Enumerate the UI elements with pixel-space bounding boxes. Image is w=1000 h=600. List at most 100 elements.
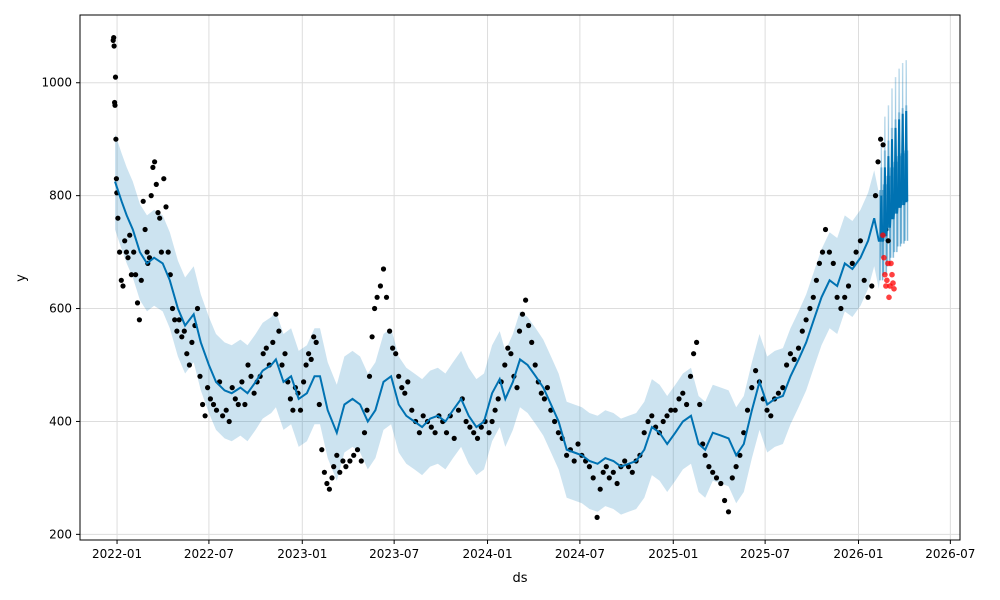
- observed-point: [113, 136, 119, 142]
- observed-point: [319, 447, 325, 453]
- observed-point: [718, 480, 724, 487]
- observed-point: [564, 452, 570, 458]
- observed-point: [179, 334, 185, 340]
- observed-point: [845, 283, 852, 289]
- observed-point: [273, 311, 279, 317]
- observed-point: [849, 260, 855, 266]
- observed-point: [111, 35, 117, 41]
- observed-point: [813, 277, 820, 283]
- observed-point: [136, 317, 142, 323]
- observed-point: [366, 373, 373, 379]
- observed-point: [120, 283, 126, 289]
- observed-point: [260, 351, 266, 357]
- observed-point: [830, 260, 836, 266]
- observed-point: [478, 424, 484, 430]
- observed-point: [213, 407, 220, 413]
- observed-point: [324, 480, 330, 487]
- observed-point: [390, 345, 396, 351]
- observed-point: [420, 413, 426, 419]
- observed-point: [343, 464, 349, 470]
- observed-point: [853, 249, 859, 255]
- observed-point: [140, 198, 146, 204]
- observed-point: [872, 193, 879, 199]
- test-point: [881, 254, 887, 261]
- x-tick-label: 2026-01: [833, 547, 883, 561]
- observed-point: [270, 339, 276, 345]
- observed-point: [131, 249, 137, 255]
- observed-point: [326, 486, 332, 492]
- observed-point: [775, 390, 782, 396]
- observed-point: [502, 362, 508, 368]
- observed-point: [838, 305, 844, 312]
- observed-point: [207, 396, 213, 402]
- observed-point: [505, 345, 511, 351]
- test-point: [884, 277, 890, 284]
- observed-point: [486, 430, 492, 436]
- observed-point: [768, 413, 774, 419]
- observed-point: [622, 458, 628, 464]
- plot-frame: [79, 14, 961, 541]
- observed-point: [519, 311, 526, 317]
- observed-point: [680, 390, 686, 396]
- observed-point: [313, 339, 319, 345]
- observed-point: [155, 210, 161, 216]
- x-tick-label: 2026-07: [925, 547, 975, 561]
- observed-point: [181, 328, 187, 334]
- observed-point: [799, 328, 805, 334]
- observed-point: [308, 356, 314, 362]
- observed-point: [702, 452, 708, 458]
- observed-point: [791, 356, 797, 362]
- observed-point: [163, 204, 169, 210]
- observed-point: [351, 452, 357, 458]
- observed-point: [861, 277, 867, 283]
- observed-point: [684, 401, 690, 408]
- observed-point: [152, 159, 158, 165]
- observed-point: [210, 401, 217, 408]
- observed-point: [186, 362, 192, 368]
- observed-point: [374, 294, 380, 300]
- observed-point: [134, 300, 141, 306]
- observed-point: [697, 401, 703, 408]
- test-point: [886, 294, 892, 301]
- observed-point: [614, 480, 620, 487]
- test-point: [889, 271, 895, 278]
- observed-point: [668, 407, 674, 413]
- observed-point: [146, 255, 153, 261]
- observed-point: [857, 238, 864, 244]
- observed-point: [819, 249, 826, 255]
- x-axis-label: ds: [512, 571, 527, 586]
- observed-point: [597, 486, 603, 492]
- observed-point: [189, 339, 195, 345]
- observed-point: [263, 345, 269, 351]
- observed-point: [290, 407, 296, 413]
- observed-point: [541, 396, 548, 402]
- observed-point: [205, 385, 211, 391]
- test-point: [883, 283, 889, 289]
- observed-point: [706, 464, 712, 470]
- observed-point: [875, 159, 881, 165]
- observed-point: [144, 249, 150, 255]
- observed-point: [340, 458, 346, 464]
- observed-point: [741, 430, 747, 436]
- observed-point: [123, 249, 129, 255]
- test-point: [882, 271, 888, 278]
- x-tick-label: 2023-07: [369, 547, 419, 561]
- observed-point: [744, 407, 751, 413]
- y-tick-label: 800: [49, 189, 72, 203]
- observed-point: [142, 226, 148, 233]
- observed-point: [321, 469, 327, 475]
- observed-point: [287, 396, 293, 402]
- observed-point: [361, 430, 368, 436]
- plot-area: [80, 15, 960, 540]
- observed-point: [245, 362, 251, 368]
- observed-point: [489, 418, 495, 425]
- observed-point: [610, 469, 616, 475]
- observed-point: [713, 475, 720, 481]
- observed-point: [239, 379, 245, 385]
- observed-point: [112, 74, 119, 80]
- y-tick-label: 200: [49, 527, 72, 541]
- observed-point: [161, 176, 167, 182]
- x-tick-label: 2024-07: [555, 547, 605, 561]
- observed-point: [878, 136, 884, 142]
- observed-point: [354, 447, 361, 453]
